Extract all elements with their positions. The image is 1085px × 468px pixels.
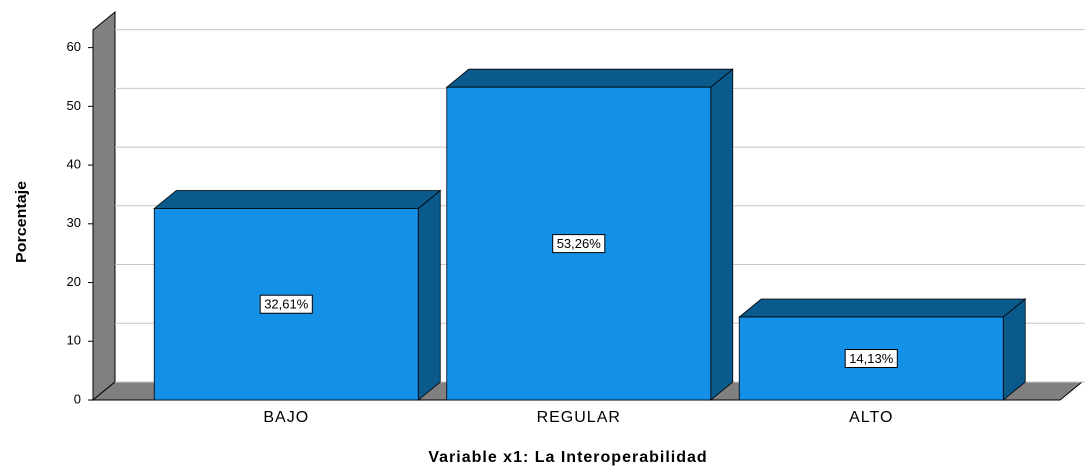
value-label-box bbox=[844, 349, 898, 369]
y-tick-label: 0 bbox=[74, 391, 81, 406]
y-tick-label: 20 bbox=[67, 274, 81, 289]
left-wall bbox=[92, 10, 116, 402]
bar-side bbox=[710, 68, 734, 401]
bar-top bbox=[445, 68, 734, 88]
y-tick-label: 60 bbox=[67, 39, 81, 54]
x-tick-label: REGULAR bbox=[537, 409, 621, 426]
bar-top bbox=[738, 298, 1027, 318]
value-label-box bbox=[552, 234, 606, 254]
value-label-box bbox=[259, 294, 313, 314]
bar-side bbox=[417, 189, 441, 401]
y-tick-label: 40 bbox=[67, 157, 81, 172]
y-axis-label: Porcentaje bbox=[13, 181, 30, 263]
bar-top bbox=[153, 190, 442, 209]
x-tick-label: BAJO bbox=[263, 409, 309, 426]
y-tick-label: 50 bbox=[67, 98, 81, 113]
y-tick-label: 30 bbox=[67, 215, 81, 230]
value-label: 32,61% bbox=[264, 297, 309, 312]
value-label: 14,13% bbox=[849, 351, 894, 366]
chart-title: Variable x1: La Interoperabilidad bbox=[428, 449, 707, 466]
value-label: 53,26% bbox=[557, 236, 602, 251]
x-tick-label: ALTO bbox=[849, 409, 893, 426]
y-tick-label: 10 bbox=[67, 333, 81, 348]
